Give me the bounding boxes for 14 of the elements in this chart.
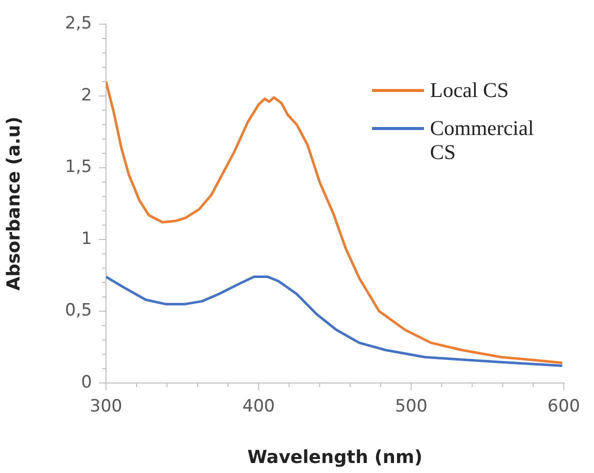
y-tick-label: 2,5	[64, 14, 92, 34]
x-tick-label: 500	[394, 396, 428, 417]
y-tick-label: 1,5	[64, 157, 92, 178]
legend-label: Local CS	[430, 78, 510, 102]
x-axis-title: Wavelength (nm)	[247, 446, 422, 468]
y-tick-label: 2	[81, 85, 92, 106]
x-tick-label: 600	[548, 396, 580, 417]
legend-label: Commercial CS	[430, 116, 535, 164]
y-tick-label: 0	[81, 372, 92, 392]
x-tick-label: 300	[90, 396, 122, 417]
x-tick-label: 400	[242, 396, 275, 417]
y-tick-label: 0,5	[64, 300, 92, 321]
y-axis-title: Absorbance (a.u)	[3, 116, 24, 291]
y-tick-label: 1	[81, 228, 92, 249]
